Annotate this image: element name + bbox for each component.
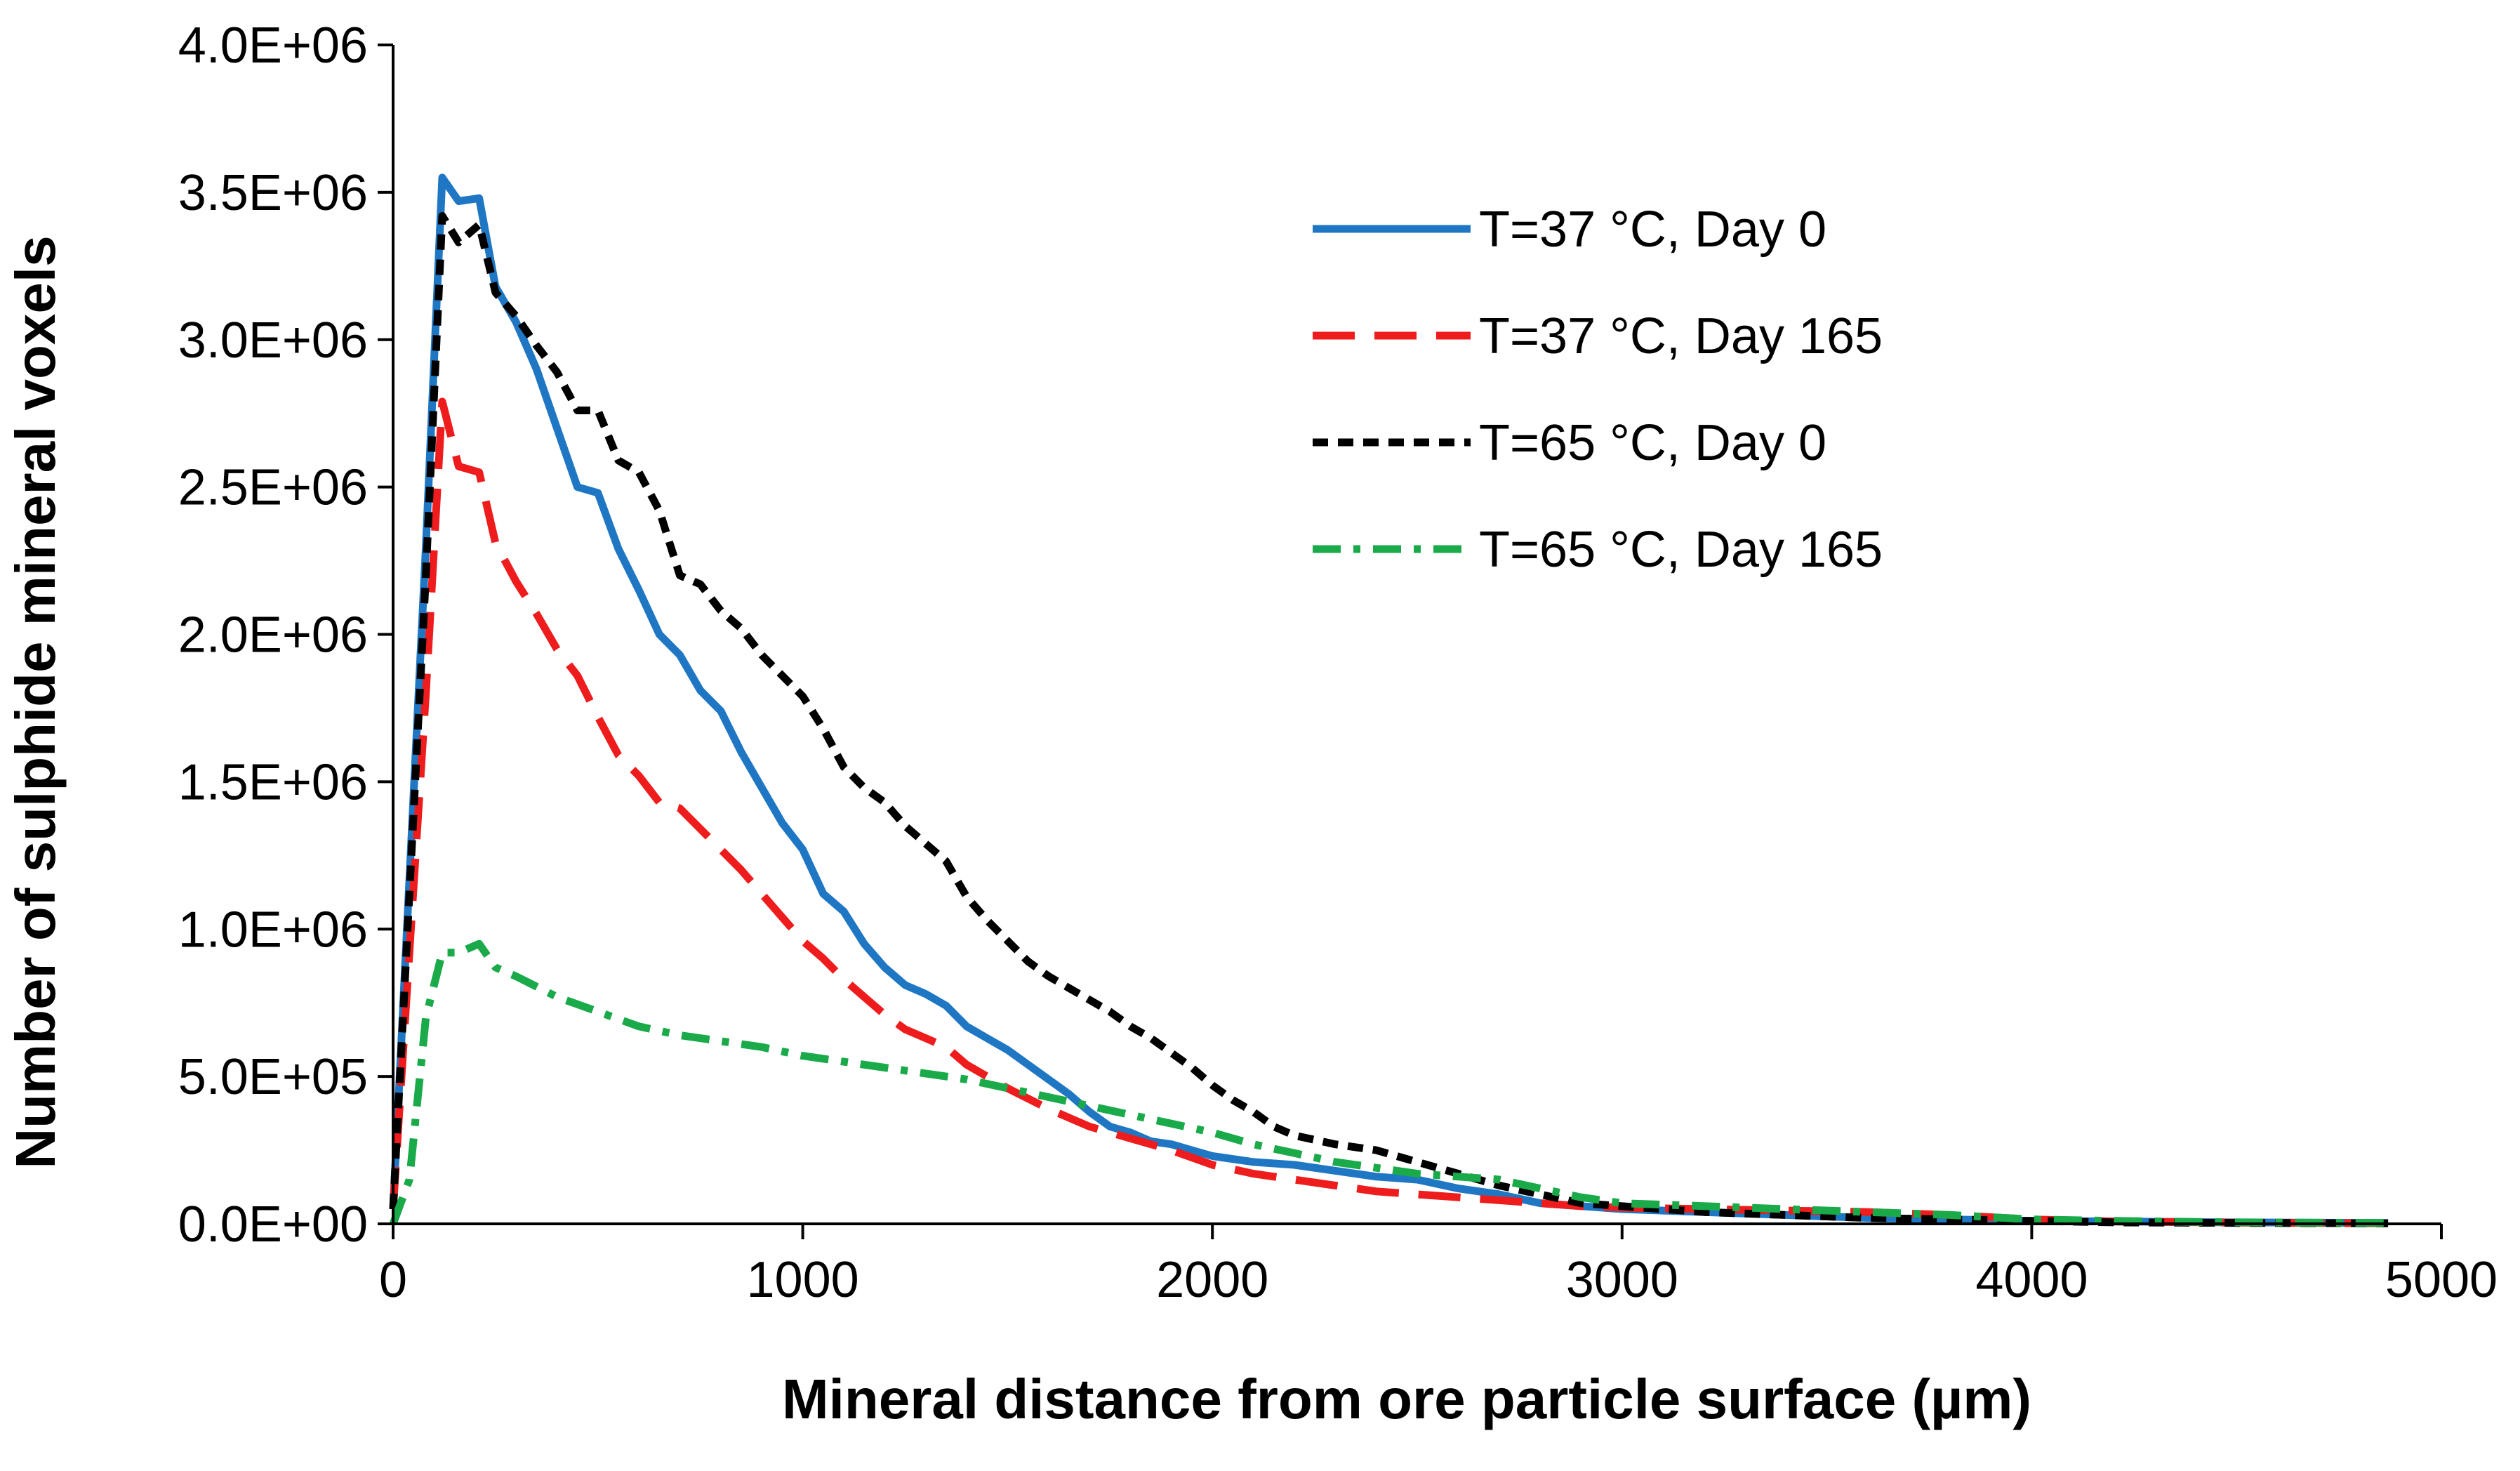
x-tick-label: 1000 <box>747 1252 859 1308</box>
legend-label-1: T=37 °C, Day 165 <box>1479 308 1883 364</box>
y-axis-title: Number of sulphide mineral voxels <box>4 235 67 1168</box>
plot-area <box>389 173 2389 1227</box>
x-tick-label: 5000 <box>2385 1252 2498 1308</box>
x-tick-label: 4000 <box>1975 1252 2088 1308</box>
axes: 0.0E+00 5.0E+05 1.0E+06 1.5E+06 2.0E+06 2.5E+… <box>178 18 2498 1308</box>
series-line-1 <box>389 397 2389 1227</box>
x-axis-title: Mineral distance from ore particle surfa… <box>782 1368 2031 1430</box>
series-line-3 <box>389 939 2389 1227</box>
x-tick-label: 2000 <box>1156 1252 1268 1308</box>
legend: T=37 °C, Day 0 T=37 °C, Day 165 T=65 °C, D… <box>1313 202 1883 578</box>
legend-label-2: T=65 °C, Day 0 <box>1479 415 1826 471</box>
y-tick-label: 0.0E+00 <box>178 1196 368 1253</box>
series-line-2 <box>389 212 2389 1227</box>
x-tick-label: 0 <box>379 1252 407 1308</box>
legend-label-0: T=37 °C, Day 0 <box>1479 202 1826 258</box>
legend-label-3: T=65 °C, Day 165 <box>1479 522 1883 578</box>
y-tick-label: 1.0E+06 <box>178 902 368 958</box>
y-tick-label: 5.0E+05 <box>178 1049 368 1105</box>
x-tick-label: 3000 <box>1566 1252 1678 1308</box>
y-tick-label: 3.5E+06 <box>178 165 368 221</box>
y-tick-label: 2.5E+06 <box>178 460 368 516</box>
y-tick-label: 1.5E+06 <box>178 754 368 810</box>
y-tick-label: 3.0E+06 <box>178 312 368 369</box>
y-tick-label: 4.0E+06 <box>178 18 368 74</box>
y-tick-label: 2.0E+06 <box>178 607 368 664</box>
